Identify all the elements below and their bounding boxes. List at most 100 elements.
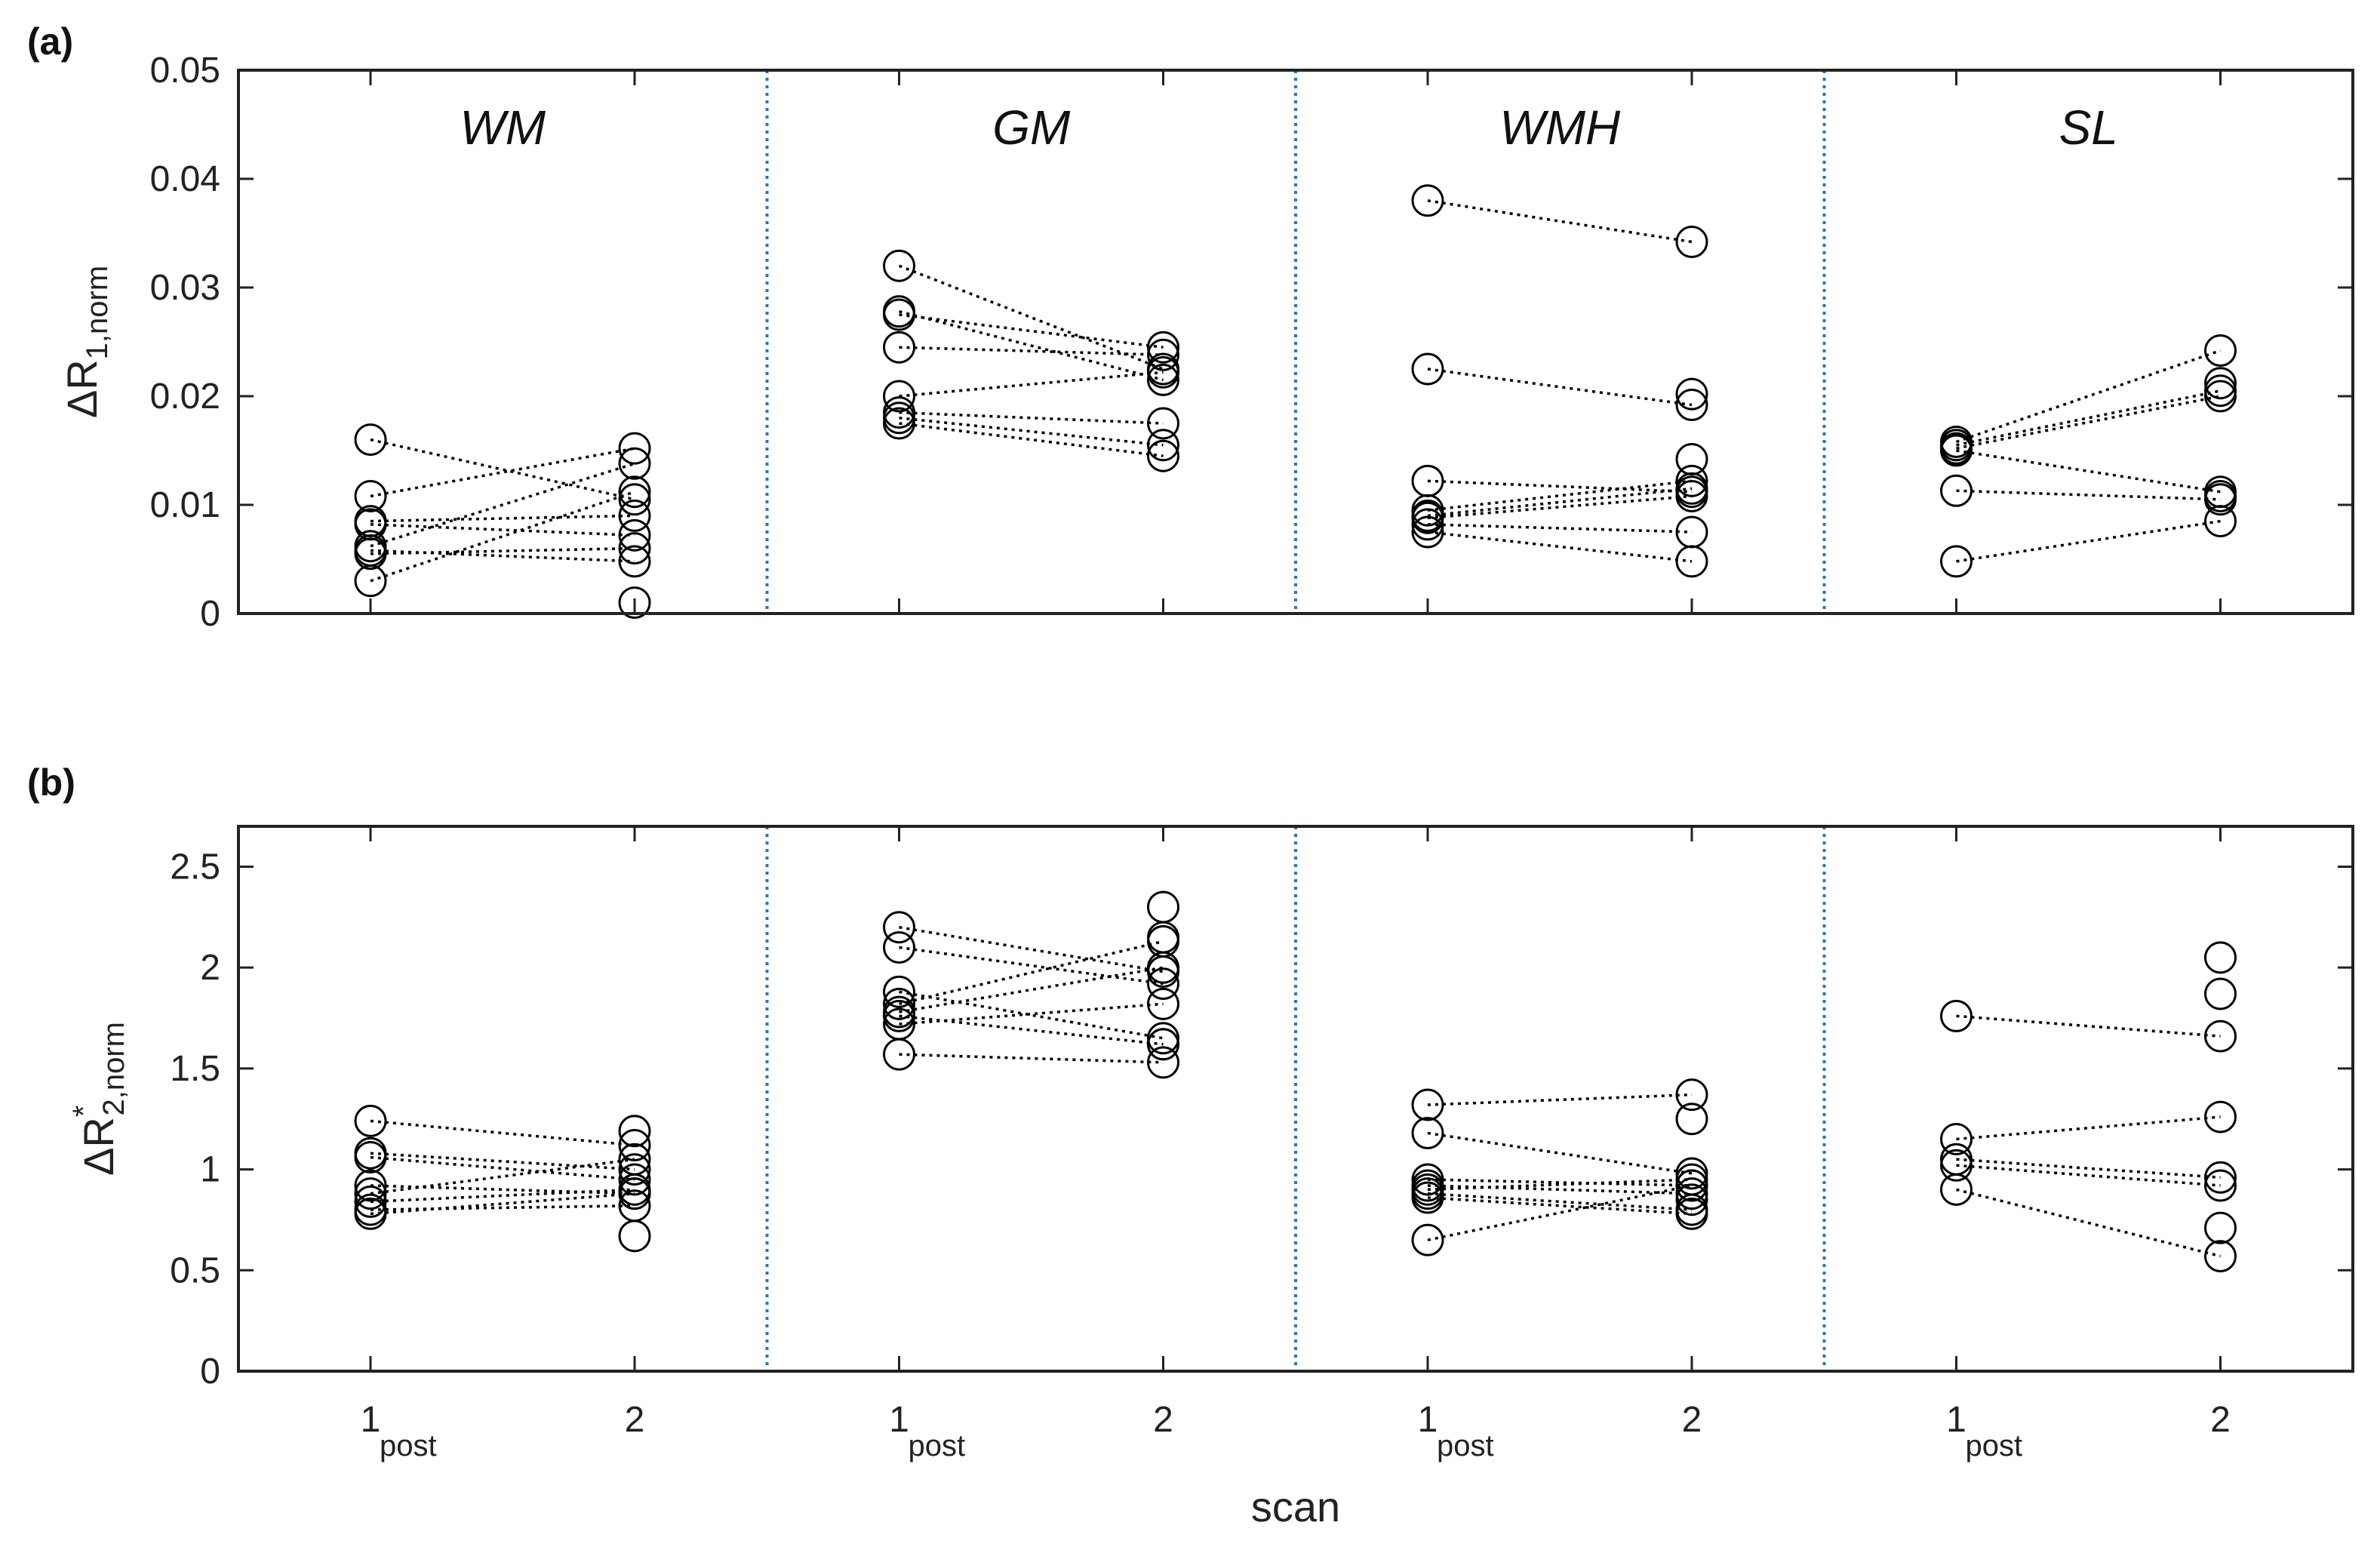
data-point-scan2 <box>1147 363 1179 396</box>
data-point-scan1 <box>1940 474 1973 507</box>
data-point-scan2 <box>2204 1169 2237 1202</box>
data-point-scan2 <box>2204 367 2237 400</box>
subject-connector-line <box>370 1152 635 1171</box>
data-point-scan2 <box>618 432 651 465</box>
data-point-scan1 <box>354 1104 387 1137</box>
subject-connector-line <box>899 346 1164 357</box>
subject-connector-line <box>370 1158 635 1195</box>
subject-connector-line <box>1956 1188 2221 1258</box>
data-point-scan1 <box>883 298 915 331</box>
subject-connector-line <box>1427 1178 1693 1192</box>
subject-connector-line <box>1427 1131 1693 1175</box>
subject-connector-line <box>1427 368 1693 407</box>
data-point-scan1 <box>1940 1149 1973 1182</box>
y-tick-label: 2.5 <box>170 847 220 887</box>
data-point-scan1 <box>1411 1223 1444 1256</box>
data-point-scan1 <box>1940 1122 1973 1155</box>
subject-connector-line <box>370 1188 635 1204</box>
x-tick-sublabel-post: post <box>380 1429 437 1462</box>
subject-connector-line <box>899 925 1164 973</box>
data-point-scan1 <box>354 479 387 512</box>
data-point-scan1 <box>1411 508 1444 541</box>
panel-a-group-titles: WM GM WMH SL <box>460 100 2118 155</box>
data-point-scan2 <box>2204 334 2237 368</box>
data-point-scan2 <box>618 1177 651 1210</box>
subject-connector-line <box>899 1002 1164 1026</box>
subject-connector-line <box>899 417 1164 447</box>
data-point-scan2 <box>1147 967 1179 1001</box>
data-point-scan2 <box>618 475 651 509</box>
data-point-scan2 <box>1675 1157 1708 1190</box>
y-tick-label: 0.03 <box>150 268 220 308</box>
y-tick-label: 0.5 <box>170 1250 220 1290</box>
subject-connector-line <box>899 990 1164 1040</box>
x-tick-label-scan1: 1 <box>1418 1400 1438 1440</box>
data-point-scan2 <box>618 1220 651 1253</box>
data-point-scan2 <box>1675 479 1708 512</box>
subject-connector-line <box>898 264 1164 371</box>
data-point-scan2 <box>2204 1100 2237 1133</box>
data-point-scan2 <box>618 499 651 532</box>
data-point-scan2 <box>1675 545 1708 578</box>
data-point-scan2 <box>618 545 651 578</box>
subject-connector-line <box>899 422 1164 457</box>
subject-connector-line <box>1956 449 2221 494</box>
y-tick-label: 0 <box>200 1352 220 1392</box>
data-point-scan2 <box>1147 890 1179 924</box>
panel-b-y-ticks: 0 0.5 1 1.5 2 2.5 <box>170 847 2353 1392</box>
data-point-scan1 <box>1411 352 1444 386</box>
data-point-scan2 <box>2204 505 2237 538</box>
data-point-scan1 <box>1411 1163 1444 1196</box>
y-tick-label: 0.04 <box>150 159 220 199</box>
data-point-scan1 <box>1411 501 1444 534</box>
subject-connector-line <box>899 411 1164 425</box>
data-point-scan2 <box>1675 1078 1708 1112</box>
data-point-scan2 <box>2204 941 2237 974</box>
x-tick-sublabel-post: post <box>1966 1429 2023 1462</box>
subject-connector-line <box>370 523 635 537</box>
x-tick-sublabel-post: post <box>1437 1429 1494 1462</box>
y-tick-label: 0.05 <box>150 51 220 91</box>
subject-connector-line <box>1956 519 2221 563</box>
y-tick-label: 0.02 <box>150 377 220 417</box>
data-point-scan1 <box>1940 545 1973 578</box>
subject-connector-line <box>1956 1014 2221 1038</box>
data-point-scan2 <box>618 586 651 620</box>
data-point-scan1 <box>883 407 915 440</box>
subject-connector-line <box>370 462 635 548</box>
subject-connector-line <box>370 491 635 583</box>
subject-connector-line <box>1427 1196 1693 1216</box>
panel-a-axes-box <box>237 69 2354 615</box>
data-point-scan1 <box>1411 1088 1444 1121</box>
data-point-scan1 <box>1940 434 1973 467</box>
subject-connector-line <box>370 1119 635 1147</box>
subject-connector-line <box>370 546 635 555</box>
subject-connector-line <box>899 1014 1164 1046</box>
subject-connector-line <box>1427 487 1693 518</box>
subject-connector-line <box>370 1204 635 1211</box>
subject-connector-line <box>370 438 635 501</box>
data-point-scan1 <box>883 975 915 1008</box>
subject-connector-line <box>1956 1164 2221 1187</box>
subject-connector-line <box>1427 494 1693 520</box>
data-point-scan1 <box>354 537 387 571</box>
data-point-scan2 <box>1675 1177 1708 1210</box>
data-point-scan2 <box>1147 429 1179 462</box>
data-point-scan2 <box>1147 1028 1179 1061</box>
data-point-scan2 <box>2204 1161 2237 1194</box>
subject-connector-line <box>1427 479 1693 512</box>
data-point-scan1 <box>883 987 915 1020</box>
panel-a-y-ticks: 0 0.01 0.02 0.03 0.04 0.05 <box>150 51 2353 634</box>
data-point-scan1 <box>354 1141 387 1174</box>
data-point-scan2 <box>1147 338 1179 371</box>
subject-connector-line <box>1956 395 2221 450</box>
data-point-scan2 <box>2204 1211 2237 1244</box>
data-point-scan2 <box>1675 1103 1708 1136</box>
x-tick-label-scan1: 1 <box>361 1400 381 1440</box>
subject-connector-line <box>1427 1192 1693 1211</box>
data-point-scan2 <box>618 1129 651 1162</box>
subject-connector-line <box>1427 199 1693 244</box>
data-point-scan2 <box>1147 407 1179 440</box>
